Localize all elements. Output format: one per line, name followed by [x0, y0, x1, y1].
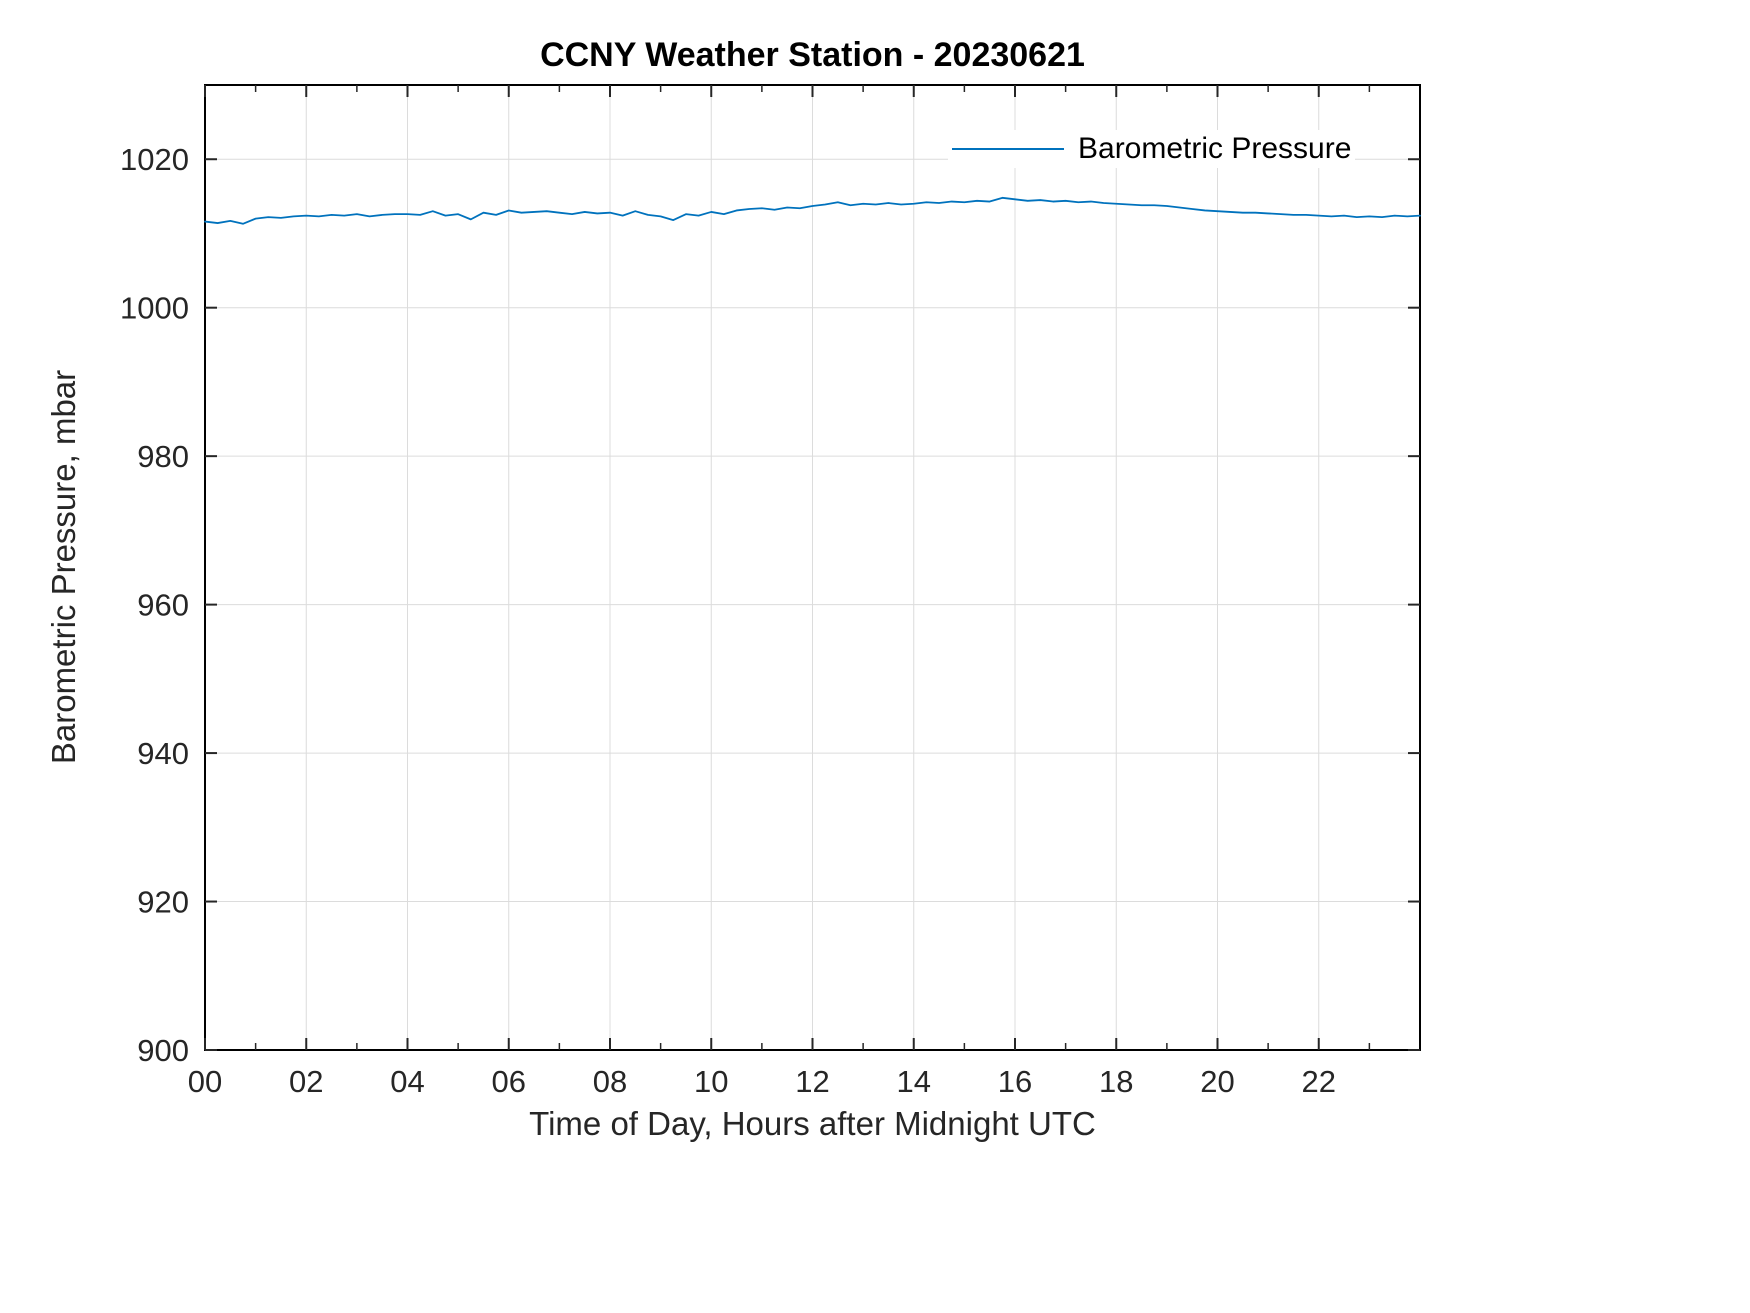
y-tick-label: 900: [137, 1033, 189, 1068]
x-tick-label: 16: [998, 1064, 1032, 1099]
x-tick-label: 08: [593, 1064, 627, 1099]
legend-entry-label: Barometric Pressure: [1078, 132, 1352, 165]
y-axis-label: Barometric Pressure, mbar: [45, 369, 82, 765]
y-tick-label: 1020: [120, 142, 189, 177]
x-tick-label: 18: [1099, 1064, 1133, 1099]
x-axis-label: Time of Day, Hours after Midnight UTC: [529, 1105, 1096, 1142]
y-tick-label: 1000: [120, 291, 189, 326]
x-tick-label: 14: [897, 1064, 931, 1099]
y-tick-label: 920: [137, 885, 189, 920]
x-tick-label: 22: [1302, 1064, 1336, 1099]
legend: Barometric Pressure: [948, 130, 1356, 168]
x-tick-label: 12: [795, 1064, 829, 1099]
y-tick-label: 980: [137, 439, 189, 474]
chart-title: CCNY Weather Station - 20230621: [540, 36, 1085, 74]
x-tick-label: 02: [289, 1064, 323, 1099]
legend-line-sample: [952, 148, 1064, 150]
x-tick-label: 00: [188, 1064, 222, 1099]
x-tick-label: 10: [694, 1064, 728, 1099]
x-tick-label: 04: [390, 1064, 424, 1099]
x-tick-label: 06: [492, 1064, 526, 1099]
pressure-line: [204, 196, 1421, 225]
x-tick-label: 20: [1200, 1064, 1234, 1099]
y-tick-label: 960: [137, 588, 189, 623]
y-tick-label: 940: [137, 736, 189, 771]
